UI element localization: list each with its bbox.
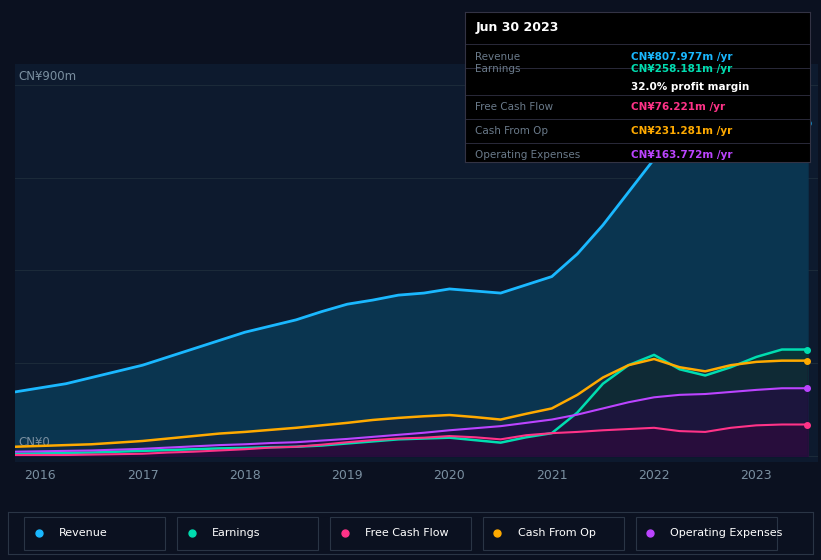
Text: CN¥163.772m /yr: CN¥163.772m /yr bbox=[631, 150, 732, 160]
Text: CN¥231.281m /yr: CN¥231.281m /yr bbox=[631, 125, 732, 136]
Text: Revenue: Revenue bbox=[59, 529, 108, 538]
Text: Free Cash Flow: Free Cash Flow bbox=[365, 529, 448, 538]
Text: CN¥900m: CN¥900m bbox=[18, 71, 76, 83]
Text: Earnings: Earnings bbox=[475, 64, 521, 74]
Text: Cash From Op: Cash From Op bbox=[475, 125, 548, 136]
Text: CN¥0: CN¥0 bbox=[18, 436, 50, 450]
Text: CN¥258.181m /yr: CN¥258.181m /yr bbox=[631, 64, 732, 74]
Text: Jun 30 2023: Jun 30 2023 bbox=[475, 21, 559, 34]
Text: Cash From Op: Cash From Op bbox=[517, 529, 595, 538]
Text: CN¥76.221m /yr: CN¥76.221m /yr bbox=[631, 101, 725, 111]
Text: Earnings: Earnings bbox=[212, 529, 260, 538]
Text: 32.0% profit margin: 32.0% profit margin bbox=[631, 82, 749, 92]
Text: Operating Expenses: Operating Expenses bbox=[671, 529, 782, 538]
Text: Free Cash Flow: Free Cash Flow bbox=[475, 101, 553, 111]
Text: Revenue: Revenue bbox=[475, 52, 521, 62]
Text: CN¥807.977m /yr: CN¥807.977m /yr bbox=[631, 52, 732, 62]
Text: Operating Expenses: Operating Expenses bbox=[475, 150, 580, 160]
